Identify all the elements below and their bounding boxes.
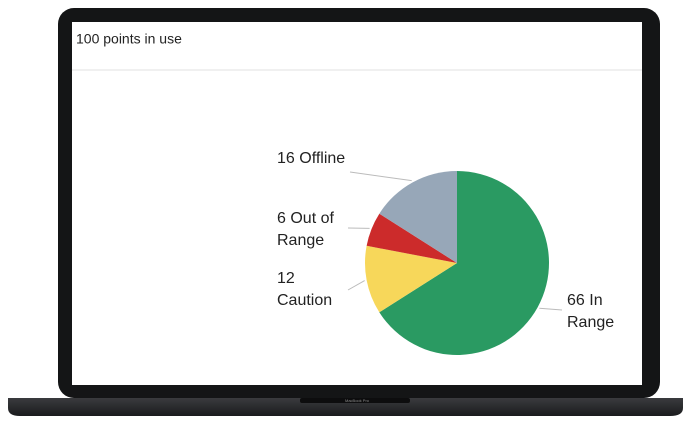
slice-value: 12 <box>277 270 295 287</box>
chart-title: 100 points in use <box>76 31 182 47</box>
slice-label: 12 Caution <box>277 268 347 312</box>
slice-name: Offline <box>299 150 345 167</box>
slice-label: 16 Offline <box>277 148 347 170</box>
device-label: MacBook Pro <box>345 398 370 403</box>
slice-value: 66 <box>567 292 585 309</box>
screen <box>72 22 642 385</box>
slice-label: 6 Out of Range <box>277 208 347 252</box>
slice-name: Caution <box>277 292 332 309</box>
slice-value: 6 <box>277 210 286 227</box>
page: 100 points in use MacBook Pro 66 In Rang… <box>0 0 691 433</box>
slice-name: Out of Range <box>277 210 334 249</box>
slice-value: 16 <box>277 150 295 167</box>
slice-label: 66 In Range <box>567 290 637 334</box>
